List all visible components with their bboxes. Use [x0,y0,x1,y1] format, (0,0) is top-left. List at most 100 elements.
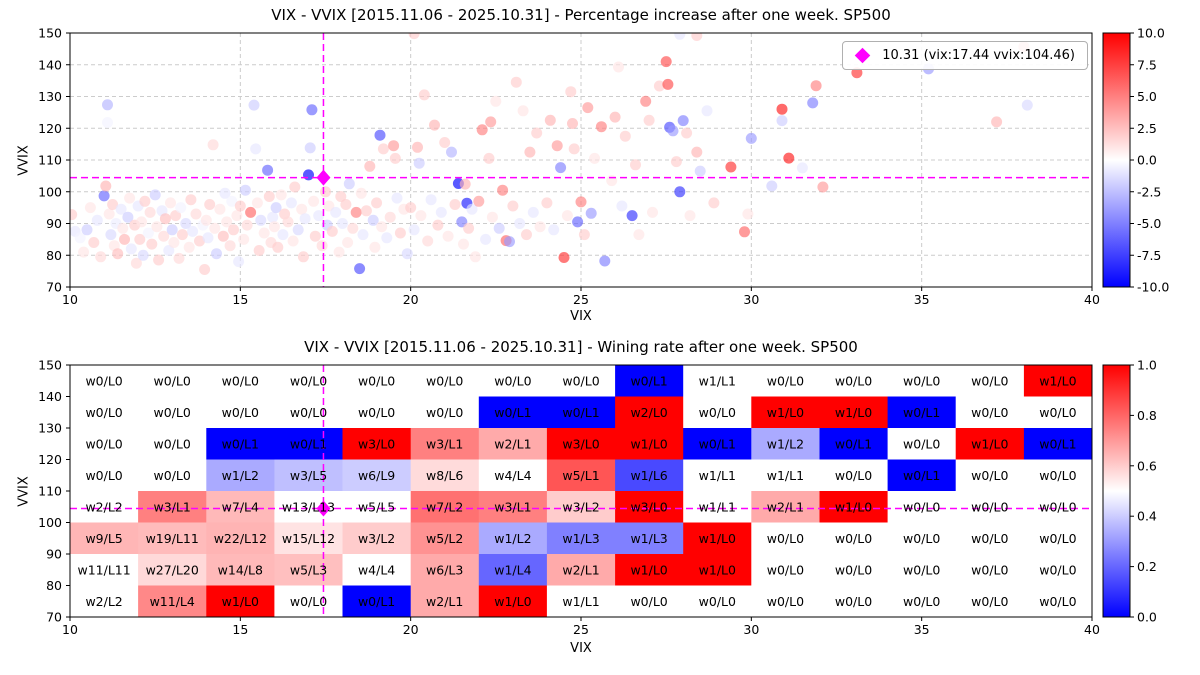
colorbar-tick-label: -7.5 [1137,248,1161,263]
heatmap-cell [410,522,480,555]
y-tick-label: 100 [38,515,62,530]
heatmap-cell [342,522,412,555]
heatmap-cell [206,459,275,492]
scatter-point [413,157,425,169]
heatmap-cell [546,522,616,555]
y-tick-label: 130 [38,421,62,436]
heatmap-cell [1023,365,1093,397]
scatter-point [316,240,328,252]
position-diamond-icon [316,169,331,186]
heatmap-cell-label: w0/L0 [835,468,872,483]
scatter-point [701,105,713,117]
colorbar-tick-label: 10.0 [1137,26,1165,41]
heatmap-cell-label: w0/L0 [494,373,531,388]
scatter-point [343,178,355,190]
heatmap-cell-label: w1/L1 [767,468,804,483]
scatter-point [199,264,211,275]
scatter-point [691,33,703,41]
scatter-point [476,124,488,136]
scatter-point [810,80,822,92]
heatmap-cell-label: w0/L1 [903,405,940,420]
scatter-point [239,184,251,196]
scatter-point [463,222,475,234]
scatter-point [165,197,176,209]
heatmap-cell [478,459,548,492]
y-tick-label: 90 [46,216,62,231]
legend-label: 10.31 (vix:17.44 vvix:104.46) [882,48,1075,63]
heatmap-cell-label: w11/L11 [77,562,130,577]
heatmap-cell-label: w2/L1 [767,499,804,514]
heatmap-cell [478,585,548,618]
heatmap-cell [70,428,139,460]
colorbar-tick-label: 0.2 [1137,559,1157,574]
scatter-point [272,241,284,253]
heatmap-cell-label: w0/L0 [358,373,395,388]
colorbar-tick-label: 0.6 [1137,458,1157,473]
heatmap-cell-label: w0/L0 [971,468,1008,483]
scatter-point [74,232,86,244]
scatter-point [176,229,188,241]
scatter-point [326,225,338,237]
x-tick-label: 10 [62,292,78,307]
scatter-point [166,224,178,236]
scatter-point [320,186,331,198]
heatmap-cell-label: w6/L3 [426,562,463,577]
x-tick-label: 35 [914,622,930,637]
y-tick-label: 150 [38,26,62,41]
heatmap-cell-label: w27/L20 [146,562,199,577]
scatter-point [309,230,321,242]
heatmap-cell [615,365,684,397]
scatter-point [401,248,413,260]
heatmap-cell-label: w1/L1 [562,594,599,609]
scatter-point [609,111,621,123]
heatmap-cell [410,428,480,460]
heatmap-cell [546,428,616,460]
scatter-point [255,214,267,226]
heatmap-cell-label: w0/L1 [630,373,667,388]
heatmap-cell [546,365,616,397]
heatmap-cell-label: w2/L1 [426,594,463,609]
heatmap-cell-label: w2/L0 [630,405,667,420]
x-tick-label: 20 [403,622,419,637]
heatmap-cell-label: w5/L1 [562,468,599,483]
scatter-point [394,227,406,239]
scatter-point [342,237,354,248]
scatter-point [102,99,113,111]
scatter-point [490,95,502,107]
colorbar-tick-label: 7.5 [1137,57,1157,72]
scatter-point [78,246,90,258]
scatter-point [388,140,400,152]
heatmap-cell [751,428,820,460]
heatmap-cell [206,428,275,460]
heatmap-cell [138,554,207,586]
heatmap-cell [751,365,820,397]
scatter-point [355,187,367,199]
heatmap-cell [887,522,957,555]
scatter-point [124,192,136,204]
heatmap-cell [683,428,752,460]
scatter-point [207,139,219,151]
scatter-point [308,195,320,207]
heatmap-cell-label: w0/L0 [699,594,736,609]
colorbar-tick-label: 0.8 [1137,408,1157,423]
heatmap-cell-label: w0/L0 [154,405,191,420]
heatmap-cell-label: w0/L1 [699,436,736,451]
heatmap-cell-label: w0/L0 [971,594,1008,609]
scatter-point [105,229,117,241]
scatter-point [194,235,205,247]
heatmap-cell-label: w0/L0 [835,594,872,609]
scatter-point [377,143,389,155]
heatmap-cell [478,428,548,460]
heatmap-cell [206,522,275,555]
heatmap-cell [342,459,412,492]
magenta-diamond-icon [854,47,871,64]
y-tick-label: 80 [46,248,62,263]
heatmap-cell-label: w1/L0 [1039,373,1076,388]
heatmap-cell [683,554,752,586]
bottom-plot-title: VIX - VVIX [2015.11.06 - 2025.10.31] - W… [304,338,858,356]
heatmap-cell-label: w3/L2 [358,531,395,546]
scatter-point [369,241,381,253]
heatmap-cell-label: w9/L5 [85,531,122,546]
scatter-point [425,194,437,206]
scatter-point [391,192,403,204]
